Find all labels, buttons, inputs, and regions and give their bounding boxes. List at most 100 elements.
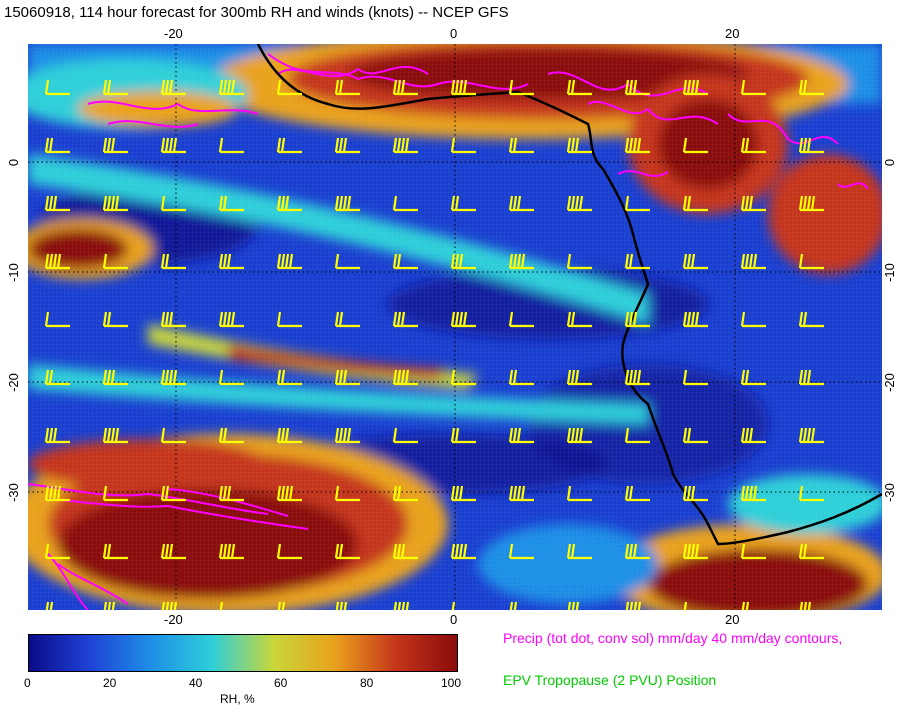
wind-barb (45, 601, 54, 610)
lon-tick-top-neg20: -20 (164, 26, 183, 41)
wind-barb (218, 137, 244, 154)
wind-barb (682, 543, 708, 560)
wind-barb (798, 137, 824, 154)
colorbar-tick-60: 60 (274, 676, 288, 690)
wind-barb (740, 253, 766, 270)
wind-barb (102, 369, 128, 386)
wind-barb (218, 485, 244, 502)
wind-barb (566, 369, 592, 386)
chart-title: 15060918, 114 hour forecast for 300mb RH… (4, 4, 509, 21)
colorbar-tick-40: 40 (189, 676, 203, 690)
wind-barb (102, 543, 128, 560)
wind-barb (508, 137, 534, 154)
wind-barb (276, 79, 302, 96)
wind-barb (682, 485, 708, 502)
wind-barb (276, 485, 302, 502)
wind-barb (740, 137, 766, 154)
wind-barb (508, 543, 534, 560)
wind-barb (102, 137, 128, 154)
wind-barb (508, 79, 534, 96)
wind-barb (102, 79, 128, 96)
wind-barb (102, 195, 128, 212)
colorbar-tick-20: 20 (103, 676, 117, 690)
colorbar-tick-100: 100 (441, 676, 462, 690)
wind-barb (392, 369, 418, 386)
wind-barb (509, 601, 518, 610)
wind-barb (160, 311, 186, 328)
wind-barb (276, 311, 302, 328)
wind-barb (160, 369, 186, 386)
wind-barb (334, 79, 360, 96)
wind-barb (450, 427, 476, 444)
lat-tick-left-neg20: -20 (5, 373, 21, 392)
wind-barb (102, 311, 128, 328)
wind-barb (508, 427, 534, 444)
wind-barb (392, 311, 418, 328)
wind-barb (624, 195, 650, 212)
wind-barb (566, 79, 592, 96)
colorbar-label: RH, % (220, 692, 255, 706)
wind-barb (218, 195, 244, 212)
wind-barb (102, 427, 128, 444)
wind-barb (392, 485, 418, 502)
wind-barb (160, 195, 186, 212)
wind-barb (44, 543, 70, 560)
wind-barb (393, 601, 410, 610)
wind-barb (566, 253, 592, 270)
wind-barb (740, 427, 766, 444)
wind-barb (276, 137, 302, 154)
lat-tick-right-neg10: -10 (881, 263, 897, 282)
wind-barb (624, 137, 650, 154)
wind-barb (624, 311, 650, 328)
wind-barb (218, 543, 244, 560)
wind-barb (334, 137, 360, 154)
wind-barb (44, 79, 70, 96)
wind-barb (392, 195, 418, 212)
lat-tick-right-neg30: -30 (881, 483, 897, 502)
wind-barb (334, 195, 360, 212)
wind-barb (740, 195, 766, 212)
wind-barb (741, 601, 750, 610)
wind-barb (682, 253, 708, 270)
wind-barbs (44, 79, 824, 610)
wind-barb (682, 195, 708, 212)
wind-barb (450, 253, 476, 270)
wind-barb (218, 253, 244, 270)
wind-barb (798, 543, 824, 560)
wind-barb (682, 79, 708, 96)
wind-barb (624, 253, 650, 270)
wind-barb (102, 253, 128, 270)
wind-barb (798, 485, 824, 502)
wind-barb (624, 79, 650, 96)
wind-barb (276, 543, 302, 560)
wind-barb (277, 601, 286, 610)
wind-barb (450, 369, 476, 386)
wind-barb (508, 311, 534, 328)
wind-barb (276, 195, 302, 212)
wind-barb (334, 369, 360, 386)
wind-barb (798, 369, 824, 386)
wind-barb (683, 601, 688, 610)
wind-barb (160, 543, 186, 560)
lon-tick-bottom-20: 20 (725, 612, 740, 627)
wind-barb (566, 485, 592, 502)
wind-barb (218, 427, 244, 444)
lat-tick-left-neg10: -10 (5, 263, 21, 282)
wind-barb (451, 601, 456, 610)
lon-tick-top-0: 0 (450, 26, 458, 41)
wind-barb (276, 369, 302, 386)
wind-barb (335, 601, 348, 610)
wind-barb (392, 543, 418, 560)
wind-barb (508, 195, 534, 212)
colorbar-tick-0: 0 (24, 676, 31, 690)
wind-barb (392, 253, 418, 270)
precip-contours (28, 53, 869, 610)
wind-barb (160, 137, 186, 154)
wind-barb (102, 485, 128, 502)
wind-barb (44, 427, 70, 444)
wind-barb (218, 311, 244, 328)
wind-barb (682, 137, 708, 154)
wind-barb (624, 543, 650, 560)
wind-barb (44, 369, 70, 386)
wind-barb (798, 195, 824, 212)
